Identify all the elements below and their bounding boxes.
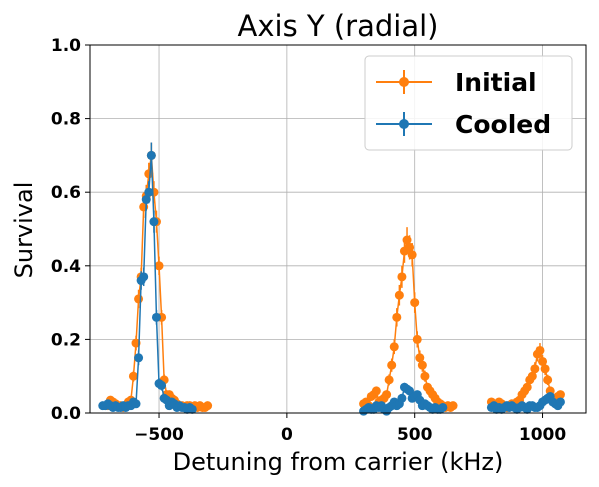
data-point-initial (535, 345, 545, 355)
data-point-cooled (134, 353, 144, 363)
data-point-cooled (555, 397, 565, 407)
data-point-cooled (397, 393, 407, 403)
data-point-initial (371, 386, 381, 396)
plot-area (98, 142, 565, 416)
data-point-cooled (157, 380, 167, 390)
data-point-cooled (149, 217, 159, 227)
data-point-initial (128, 371, 138, 381)
data-point-initial (203, 401, 213, 411)
data-point-cooled (438, 402, 448, 412)
data-point-initial (530, 364, 540, 374)
x-tick-label: 1000 (519, 425, 566, 445)
y-axis-label: Survival (10, 182, 38, 279)
data-point-initial (392, 312, 402, 322)
data-point-initial (144, 169, 154, 179)
data-point-initial (410, 298, 420, 308)
data-point-initial (154, 261, 164, 271)
y-tick-label: 1.0 (51, 36, 81, 56)
legend-label-cooled: Cooled (455, 110, 551, 139)
legend-entry-initial: Initial (376, 68, 537, 97)
data-point-initial (448, 401, 458, 411)
data-point-initial (555, 390, 565, 400)
data-point-cooled (131, 399, 141, 409)
legend-marker-dot-cooled (399, 119, 409, 129)
data-point-initial (389, 342, 399, 352)
legend: Initial Cooled (364, 55, 573, 151)
y-tick-label: 0.0 (51, 404, 81, 424)
ticks: −500 0 500 1000 0.0 0.2 0.4 0.6 0.8 1.0 (51, 36, 566, 445)
legend-entry-cooled: Cooled (376, 110, 551, 139)
plot-frame (89, 44, 587, 414)
x-tick-label: 500 (397, 425, 433, 445)
data-point-initial (387, 360, 397, 370)
data-point-cooled (151, 312, 161, 322)
data-point-initial (540, 364, 550, 374)
data-point-cooled (187, 404, 197, 414)
series-initial (103, 142, 565, 412)
data-point-cooled (146, 150, 156, 160)
x-axis-label: Detuning from carrier (kHz) (173, 448, 504, 476)
data-point-initial (543, 375, 553, 385)
data-point-initial (382, 390, 392, 400)
data-point-cooled (139, 272, 149, 282)
x-tick-label: −500 (134, 425, 184, 445)
legend-box (364, 55, 573, 151)
data-point-cooled (144, 187, 154, 197)
x-tick-label: 0 (281, 425, 293, 445)
y-tick-label: 0.6 (51, 183, 81, 203)
data-point-initial (420, 371, 430, 381)
data-point-initial (394, 290, 404, 300)
y-tick-label: 0.4 (51, 257, 81, 277)
data-point-initial (417, 360, 427, 370)
legend-label-initial: Initial (455, 68, 537, 97)
data-point-initial (384, 375, 394, 385)
data-point-initial (134, 294, 144, 304)
data-point-initial (407, 250, 417, 260)
data-point-initial (397, 272, 407, 282)
series-line-initial (363, 237, 454, 409)
series-cooled (98, 142, 565, 416)
legend-marker-dot-initial (399, 77, 409, 87)
y-tick-label: 0.8 (51, 110, 81, 130)
data-point-initial (412, 334, 422, 344)
chart-title: Axis Y (radial) (238, 9, 439, 43)
y-tick-label: 0.2 (51, 330, 81, 350)
